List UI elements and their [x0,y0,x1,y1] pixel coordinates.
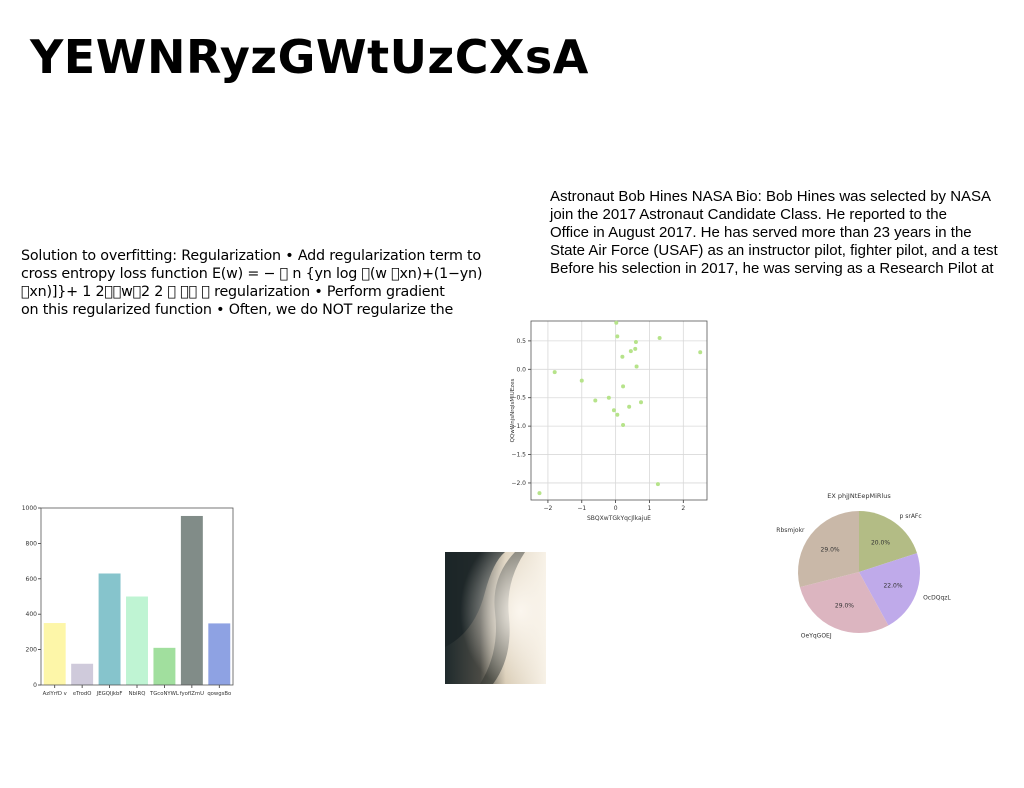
bar [71,663,94,685]
pie-slice [798,511,859,588]
text-line: ￿xn)]}+ 1 2￿￿w￿2 2 ￿ ￿￿ ￿ regularization… [21,284,445,300]
scatter-point [639,400,643,405]
scatter-point [552,370,557,375]
pie-percent-label: 29.0% [821,547,840,554]
scatter-point [698,350,703,355]
x-tick-label: 2 [681,505,685,512]
scatter-point [657,336,662,341]
text-line: Astronaut Bob Hines NASA Bio: Bob Hines … [550,188,992,205]
plot-frame [530,320,708,501]
x-tick-label: JEGQIjkbF [96,691,123,697]
x-tick-label: 0 [614,505,618,512]
x-tick-label: −2 [543,505,552,512]
scatter-point [615,334,620,339]
y-tick-label: −2.0 [511,480,526,487]
plot-frame [40,507,234,686]
scatter-point [579,378,584,383]
scatter-point [627,404,632,409]
scatter-point [621,384,626,389]
scatter-chart-svg: −2 −1 0 1 2 0.5 0.0 −0.5 −1.0 −1.5 −2.0 SBQXwTGkYqc… [510,320,708,522]
scatter-point [628,349,633,354]
astronaut-bio-text-block: Astronaut Bob Hines NASA Bio: Bob Hines … [550,188,998,278]
scatter-point [655,482,660,487]
bar [153,647,176,685]
text-line: Before his selection in 2017, he was ser… [550,260,994,277]
pie-title: EX phjJNtEepMiRlus [827,492,891,500]
x-tick-label: eTrodO [73,691,92,697]
y-tick-label: 0.0 [516,366,526,373]
photo-graphic [445,552,546,684]
y-tick-label: 600 [26,576,38,583]
scatter-point [621,422,626,427]
slide-title: YEWNRyzGWtUzCXsA [30,30,589,84]
x-tick-label: 1 [648,505,652,512]
x-tick-label: −1 [577,505,586,512]
bar [98,573,121,685]
text-line: cross entropy loss function E(w) = − ￿ n… [21,266,483,282]
text-line: on this regularized function • Often, we… [21,302,454,318]
text-line: Office in August 2017. He has served mor… [550,224,972,241]
y-tick-label: 800 [26,540,38,547]
pie-percent-label: 22.0% [883,582,902,589]
bar-chart-svg: 0 200 400 600 800 1000 AzlYrfD v eTrodO JEGQIjkb… [22,505,234,697]
bar-chart: 0 200 400 600 800 1000 AzlYrfD v eTrodO JEGQIjkb… [14,500,242,702]
y-tick-label: −0.5 [511,395,526,402]
bar [43,623,66,685]
pie-chart-svg: EX phjJNtEepMiRlus 20.0% p srAFc 22.0% OcDQq… [776,492,951,639]
text-line: Solution to overfitting: Regularization … [21,248,481,264]
pie-slice-label: Rbsmjokr [776,527,805,534]
scatter-point [611,408,616,413]
pie-slice-label: p srAFc [900,513,922,520]
y-tick-label: 400 [26,611,38,618]
y-tick-label: 1000 [22,505,37,512]
scatter-point [620,354,625,359]
x-axis-label: SBQXwTGkYqcJlkajuE [587,515,651,522]
x-tick-label: TGcoNYWL [149,691,179,697]
pie-slice-label: OcDQqzL [923,594,951,601]
y-axis-label: QQwWnjsNrqIsMIUEzes [510,379,516,443]
pie-slice-label: OeYqGOEJ [801,632,832,639]
text-line: State Air Force (USAF) as an instructor … [550,242,998,259]
pie-percent-label: 20.0% [871,539,890,546]
pie-chart: EX phjJNtEepMiRlus 20.0% p srAFc 22.0% OcDQq… [775,488,975,688]
x-tick-label: NbIRQ [129,691,146,697]
scatter-point [593,398,598,403]
y-tick-label: 0.5 [516,338,526,345]
scatter-point [633,346,638,351]
scatter-point [633,340,638,345]
regularization-text-block: Solution to overfitting: Regularization … [21,247,482,319]
pie-slice [799,572,889,633]
x-tick-label: AzlYrfD v [43,691,67,697]
pie-slice [859,511,918,572]
y-tick-label: 200 [26,647,38,654]
pie-slice [859,553,920,626]
x-tick-label: fyofIZmU [180,691,204,697]
pie-percent-label: 29.0% [835,603,854,610]
scatter-point [606,395,611,400]
scatter-point [614,320,619,325]
x-tick-label: qowgsBo [207,691,231,697]
text-line: join the 2017 Astronaut Candidate Class.… [550,206,947,223]
scatter-point [634,364,639,369]
y-tick-label: 0 [33,682,37,689]
scatter-point [537,491,542,496]
scatter-chart: −2 −1 0 1 2 0.5 0.0 −0.5 −1.0 −1.5 −2.0 SBQXwTGkYqc… [500,315,715,525]
bar [208,623,231,685]
y-tick-label: −1.5 [511,452,526,459]
photo-image [445,552,546,684]
y-tick-label: −1.0 [511,423,526,430]
bar [180,515,203,685]
bar [126,596,148,685]
scatter-point [615,412,620,417]
